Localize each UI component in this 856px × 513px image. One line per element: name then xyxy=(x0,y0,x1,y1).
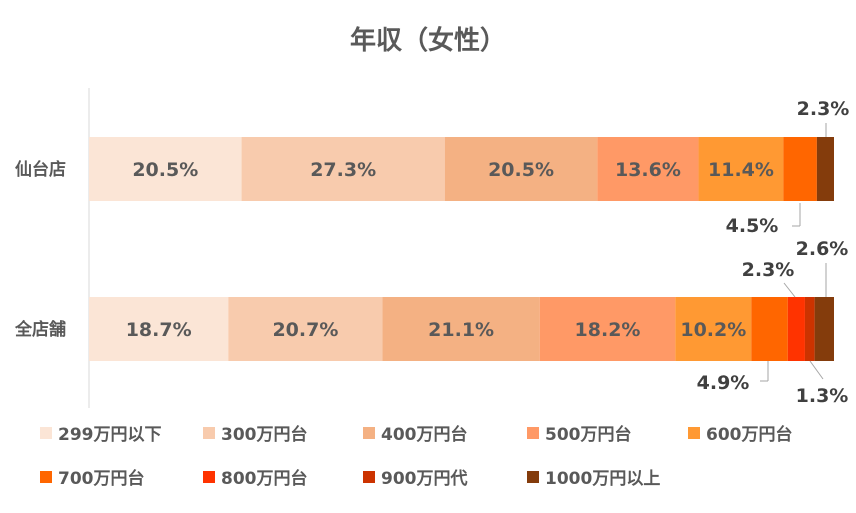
legend-item: 400万円台 xyxy=(363,420,468,445)
legend-swatch xyxy=(363,470,375,483)
data-label: 2.6% xyxy=(796,238,849,260)
legend-item: 600万円台 xyxy=(688,420,793,445)
data-label: 1.3% xyxy=(796,385,849,407)
data-label: 27.3% xyxy=(310,159,376,181)
data-label: 20.5% xyxy=(488,159,554,181)
data-label: 13.6% xyxy=(615,159,681,181)
legend-item: 300万円台 xyxy=(203,420,308,445)
data-label: 18.7% xyxy=(126,319,192,341)
legend-swatch xyxy=(40,426,52,439)
bar-segment xyxy=(89,297,229,361)
legend-swatch xyxy=(527,426,539,439)
legend-item: 299万円以下 xyxy=(40,420,162,445)
legend-swatch xyxy=(688,426,700,439)
bar-segment xyxy=(804,297,815,361)
data-label: 21.1% xyxy=(428,319,494,341)
data-label: 2.3% xyxy=(742,259,795,281)
bar-segment xyxy=(382,297,540,361)
legend-label: 500万円台 xyxy=(545,425,632,445)
legend-swatch xyxy=(40,470,52,483)
bar-segment xyxy=(751,297,788,361)
leader-line xyxy=(809,360,824,380)
legend-item: 1000万円以上 xyxy=(527,464,660,489)
data-label: 4.5% xyxy=(726,215,779,237)
bar-segment xyxy=(228,297,383,361)
legend-swatch xyxy=(527,470,539,483)
data-label: 18.2% xyxy=(575,319,641,341)
bar-segment xyxy=(698,137,784,201)
legend-label: 800万円台 xyxy=(221,469,308,489)
data-label: 20.5% xyxy=(132,159,198,181)
legend-swatch xyxy=(203,426,215,439)
legend-swatch xyxy=(363,426,375,439)
bar-segment xyxy=(539,297,676,361)
legend-item: 900万円代 xyxy=(363,464,468,489)
data-label: 20.7% xyxy=(272,319,338,341)
bar-segment xyxy=(675,297,752,361)
legend-label: 300万円台 xyxy=(221,425,308,445)
bar-segment xyxy=(241,137,445,201)
legend-label: 600万円台 xyxy=(706,425,793,445)
category-label: 仙台店 xyxy=(15,159,66,180)
bar-segment xyxy=(816,137,834,201)
bar-segment xyxy=(597,137,699,201)
legend-label: 900万円代 xyxy=(381,469,468,489)
legend-swatch xyxy=(203,470,215,483)
legend-item: 500万円台 xyxy=(527,420,632,445)
bar-segment xyxy=(89,137,242,201)
bar-segment xyxy=(783,137,817,201)
leader-line xyxy=(783,282,796,298)
legend-label: 700万円台 xyxy=(58,469,145,489)
data-label: 4.9% xyxy=(697,372,750,394)
data-label: 2.3% xyxy=(797,98,850,120)
legend-label: 400万円台 xyxy=(381,425,468,445)
chart-title: 年収（女性） xyxy=(349,26,506,56)
legend-label: 299万円以下 xyxy=(58,425,162,445)
bar-segment xyxy=(814,297,834,361)
data-label: 11.4% xyxy=(708,159,774,181)
data-label: 10.2% xyxy=(680,319,746,341)
bar-segment xyxy=(787,297,805,361)
legend-item: 800万円台 xyxy=(203,464,308,489)
legend-item: 700万円台 xyxy=(40,464,145,489)
category-label: 全店舗 xyxy=(14,319,66,340)
legend-label: 1000万円以上 xyxy=(545,469,661,489)
bar-segment xyxy=(444,137,598,201)
